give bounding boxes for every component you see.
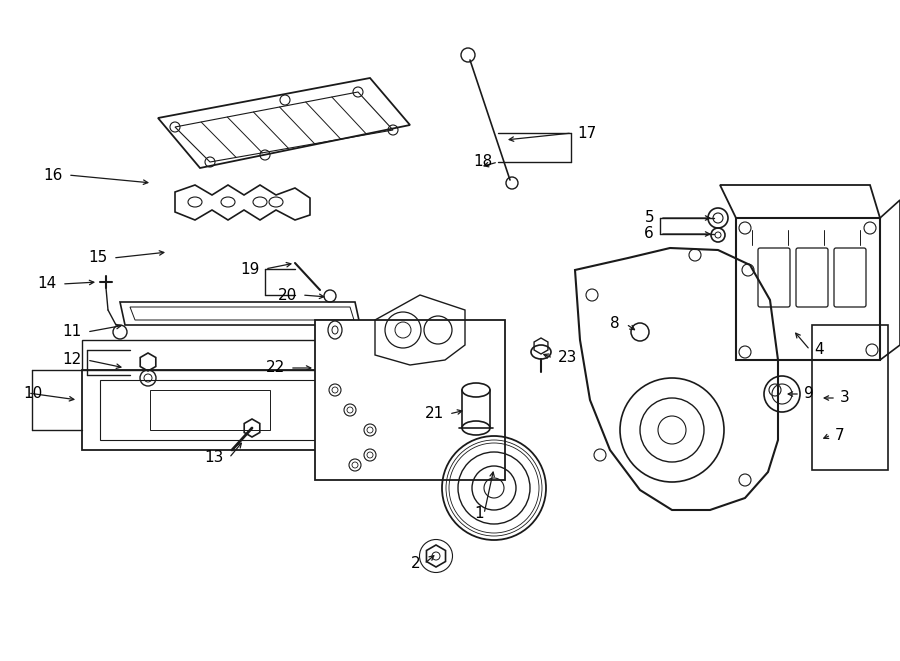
Text: 16: 16 [43, 167, 63, 182]
Text: 2: 2 [410, 557, 420, 572]
Text: 8: 8 [610, 317, 620, 332]
Text: 18: 18 [473, 155, 493, 169]
Text: 9: 9 [804, 387, 814, 401]
Text: 14: 14 [38, 276, 57, 292]
Text: 10: 10 [23, 385, 42, 401]
Bar [315, 320, 505, 480]
Text: 7: 7 [835, 428, 844, 442]
Text: 17: 17 [577, 126, 596, 141]
Bar [812, 325, 888, 470]
Text: 1: 1 [474, 506, 484, 522]
Text: 15: 15 [89, 251, 108, 266]
Text: 13: 13 [204, 451, 224, 465]
Text: 20: 20 [278, 288, 297, 303]
Text: 4: 4 [814, 342, 824, 358]
Text: 22: 22 [266, 360, 285, 375]
Text: 5: 5 [644, 210, 654, 225]
Text: 21: 21 [425, 407, 444, 422]
Text: 23: 23 [558, 350, 578, 366]
Text: 12: 12 [63, 352, 82, 368]
Text: 3: 3 [840, 391, 850, 405]
Text: 11: 11 [63, 325, 82, 340]
Text: 19: 19 [240, 262, 260, 276]
Text: 6: 6 [644, 227, 654, 241]
